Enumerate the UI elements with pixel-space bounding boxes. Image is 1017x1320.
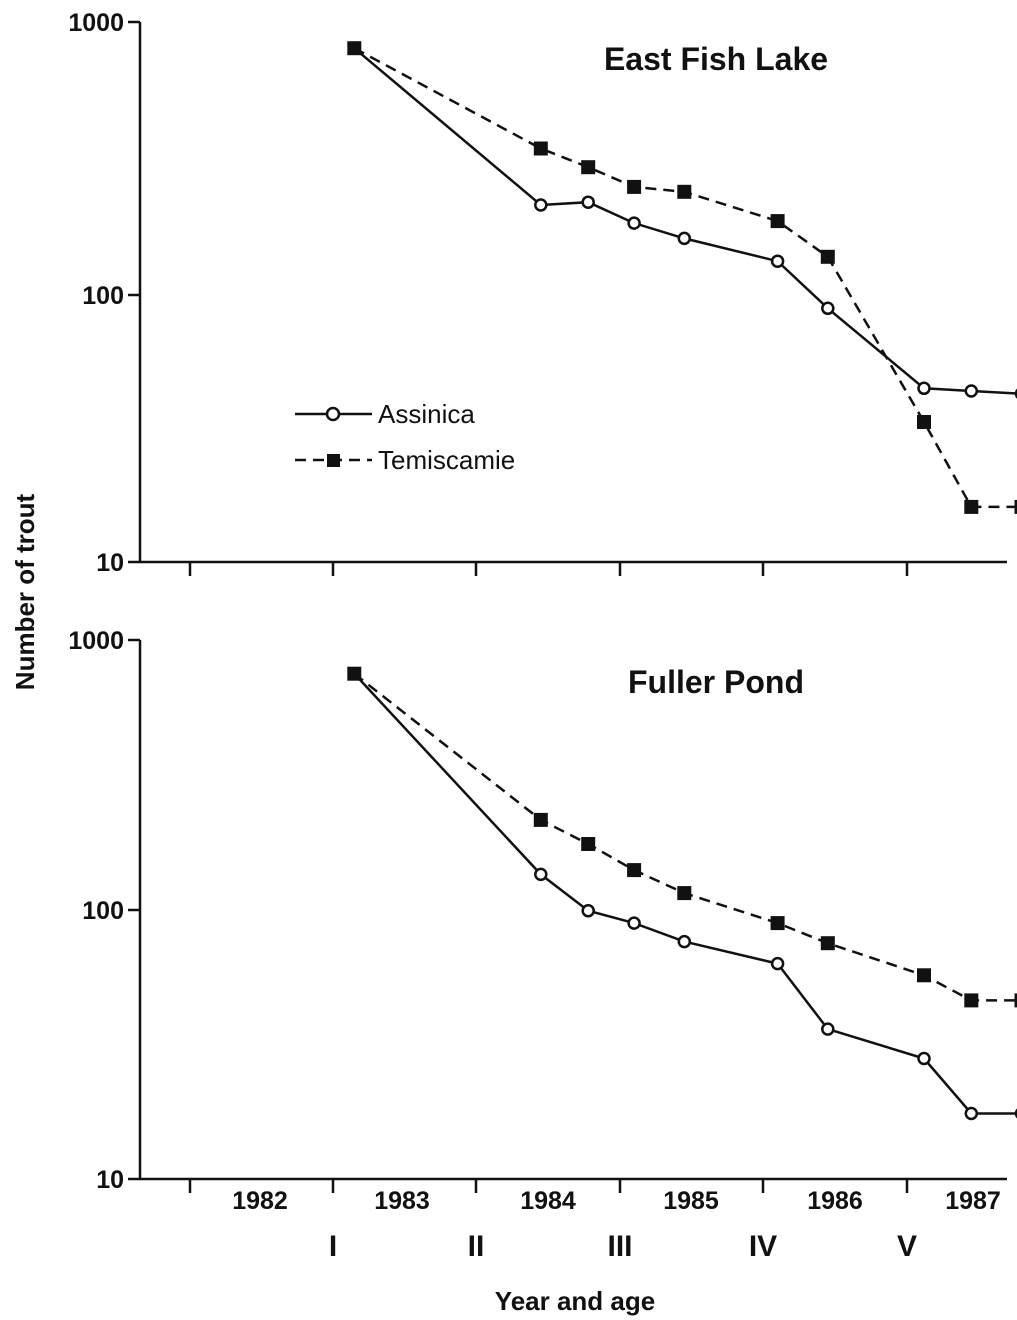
x-tick-label-age: V bbox=[897, 1230, 917, 1263]
data-point-temiscamie bbox=[627, 863, 642, 878]
y-tick-label: 100 bbox=[82, 897, 124, 925]
legend-temiscamie-marker bbox=[327, 454, 340, 467]
y-tick-label: 10 bbox=[96, 1166, 124, 1194]
data-point-assinica bbox=[964, 1106, 979, 1121]
data-point-temiscamie bbox=[627, 179, 642, 194]
data-point-temiscamie bbox=[1014, 993, 1017, 1008]
data-point-temiscamie bbox=[820, 936, 835, 951]
data-point-temiscamie bbox=[677, 184, 692, 199]
x-tick-label-year: 1982 bbox=[232, 1187, 288, 1215]
x-tick-label-year: 1983 bbox=[374, 1187, 430, 1215]
x-axis-title: Year and age bbox=[495, 1286, 655, 1316]
series-line-temiscamie bbox=[353, 47, 1017, 509]
legend-label-temiscamie: Temiscamie bbox=[378, 445, 515, 475]
legend-assinica-marker bbox=[325, 406, 341, 422]
data-point-temiscamie bbox=[964, 993, 979, 1008]
data-point-assinica bbox=[770, 956, 785, 971]
x-tick-label-age: III bbox=[607, 1230, 632, 1263]
data-point-assinica bbox=[627, 216, 641, 230]
x-tick-label-year: 1984 bbox=[520, 1187, 576, 1215]
series-line-temiscamie bbox=[353, 672, 1017, 1002]
panel-title: East Fish Lake bbox=[604, 41, 828, 77]
data-point-temiscamie bbox=[677, 886, 692, 901]
data-point-temiscamie bbox=[770, 916, 785, 931]
data-point-assinica bbox=[534, 867, 548, 882]
series-line-assinica bbox=[353, 672, 1017, 1115]
data-point-assinica bbox=[821, 301, 835, 316]
data-point-assinica bbox=[677, 934, 692, 949]
data-point-temiscamie bbox=[581, 160, 596, 175]
data-point-assinica bbox=[534, 198, 548, 212]
data-point-temiscamie bbox=[770, 214, 785, 229]
data-point-assinica bbox=[917, 381, 931, 396]
x-tick-label-year: 1985 bbox=[663, 1187, 719, 1215]
panel-title: Fuller Pond bbox=[628, 664, 804, 700]
data-point-temiscamie bbox=[820, 249, 835, 264]
data-point-temiscamie bbox=[347, 41, 362, 56]
y-tick-label: 100 bbox=[82, 282, 124, 310]
series-group bbox=[347, 41, 1017, 514]
y-tick-label: 1000 bbox=[68, 627, 124, 655]
data-point-assinica bbox=[770, 254, 785, 268]
data-point-assinica bbox=[581, 195, 595, 209]
series-line-assinica bbox=[353, 47, 1017, 395]
data-point-temiscamie bbox=[581, 837, 596, 851]
data-point-temiscamie bbox=[533, 141, 548, 156]
data-point-assinica bbox=[581, 903, 595, 918]
data-point-assinica bbox=[917, 1051, 931, 1066]
legend: Assinica Temiscamie bbox=[295, 399, 515, 475]
data-point-temiscamie bbox=[1014, 499, 1017, 514]
data-point-assinica bbox=[627, 916, 641, 930]
data-point-temiscamie bbox=[964, 499, 979, 514]
data-point-temiscamie bbox=[533, 812, 548, 827]
y-tick-label: 1000 bbox=[68, 9, 124, 37]
data-point-temiscamie bbox=[917, 968, 931, 983]
legend-label-assinica: Assinica bbox=[378, 399, 475, 429]
data-point-temiscamie bbox=[917, 415, 931, 429]
data-point-assinica bbox=[964, 384, 979, 398]
data-point-temiscamie bbox=[347, 666, 362, 681]
x-tick-label-age: II bbox=[468, 1230, 485, 1263]
x-tick-label-year: 1987 bbox=[945, 1187, 1001, 1215]
data-point-assinica bbox=[821, 1022, 835, 1036]
x-tick-label-year: 1986 bbox=[807, 1187, 863, 1215]
panel-east-fish-lake: 1000 100 10 East Fish Lake Assinica Temi… bbox=[68, 9, 1017, 577]
y-axis-title: Number of trout bbox=[10, 493, 40, 690]
y-tick-label: 10 bbox=[96, 549, 124, 577]
series-group bbox=[347, 666, 1017, 1121]
x-tick-label-age: I bbox=[329, 1230, 337, 1263]
x-tick-marks bbox=[188, 562, 909, 1193]
data-point-assinica bbox=[677, 231, 692, 246]
x-tick-label-age: IV bbox=[749, 1230, 777, 1263]
panel-fuller-pond: 1000 100 10 Fuller Pond 1982 1983 1984 1… bbox=[68, 627, 1017, 1316]
